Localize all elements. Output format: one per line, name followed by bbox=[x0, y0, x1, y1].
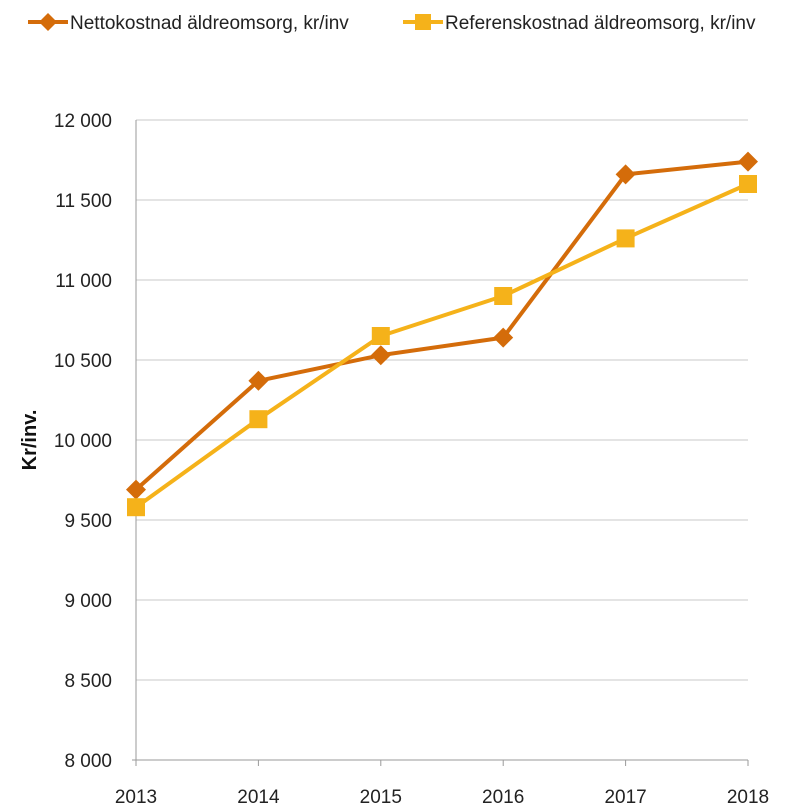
x-tick-label-2014: 2014 bbox=[237, 787, 280, 807]
x-tick-label-2016: 2016 bbox=[482, 787, 524, 807]
series-2-line bbox=[134, 182, 749, 509]
series-layer bbox=[126, 151, 758, 517]
series-2-point-2013 bbox=[127, 498, 145, 517]
y-tick-label-8000: 8 000 bbox=[64, 751, 112, 772]
series-1-point-2013 bbox=[126, 479, 146, 500]
legend-marker-2 bbox=[415, 14, 431, 30]
y-tick-label-11500: 11 500 bbox=[55, 191, 112, 212]
y-tick-labels: 8 000 8 500 9 000 9 500 10 000 10 500 11 000 11… bbox=[54, 111, 112, 772]
series-1-line bbox=[134, 159, 749, 492]
x-tick-label-2013: 2013 bbox=[115, 787, 157, 807]
legend-item-1: Nettokostnad äldreomsorg, kr/inv bbox=[28, 13, 349, 34]
y-tick-label-9000: 9 000 bbox=[64, 591, 112, 612]
series-1-point-2015 bbox=[370, 345, 391, 366]
x-tick-label-2017: 2017 bbox=[604, 787, 646, 807]
y-tick-label-11000: 11 000 bbox=[55, 271, 112, 292]
y-tick-label-8500: 8 500 bbox=[64, 671, 112, 692]
legend-marker-1 bbox=[39, 13, 57, 31]
series-2-point-2017 bbox=[616, 229, 635, 248]
series-1-point-2018 bbox=[738, 151, 758, 172]
y-tick-label-10000: 10 000 bbox=[54, 431, 112, 452]
series-2 bbox=[127, 175, 757, 517]
x-tick-labels: 2013 2014 2015 2016 2017 2018 bbox=[115, 787, 769, 807]
series-2-point-2014 bbox=[249, 410, 268, 429]
series-1 bbox=[126, 151, 758, 500]
y-tick-label-12000: 12 000 bbox=[54, 111, 112, 132]
axes bbox=[132, 120, 749, 766]
legend-label-1: Nettokostnad äldreomsorg, kr/inv bbox=[70, 13, 349, 34]
series-1-point-2014 bbox=[248, 370, 269, 391]
series-2-point-2015 bbox=[371, 327, 390, 345]
x-tick-label-2015: 2015 bbox=[360, 787, 402, 807]
y-axis-label: Kr/inv. bbox=[19, 410, 41, 471]
y-tick-label-10500: 10 500 bbox=[54, 351, 112, 372]
legend: Nettokostnad äldreomsorg, kr/inv Referens… bbox=[28, 13, 756, 34]
series-2-point-2018 bbox=[739, 175, 757, 193]
gridlines bbox=[136, 119, 748, 681]
series-1-point-2017 bbox=[615, 164, 636, 185]
y-tick-label-9500: 9 500 bbox=[64, 511, 112, 532]
legend-label-2: Referenskostnad äldreomsorg, kr/inv bbox=[445, 13, 756, 34]
series-2-point-2016 bbox=[494, 287, 513, 305]
legend-item-2: Referenskostnad äldreomsorg, kr/inv bbox=[403, 13, 756, 34]
series-1-point-2016 bbox=[493, 327, 514, 348]
x-tick-label-2018: 2018 bbox=[727, 787, 769, 807]
